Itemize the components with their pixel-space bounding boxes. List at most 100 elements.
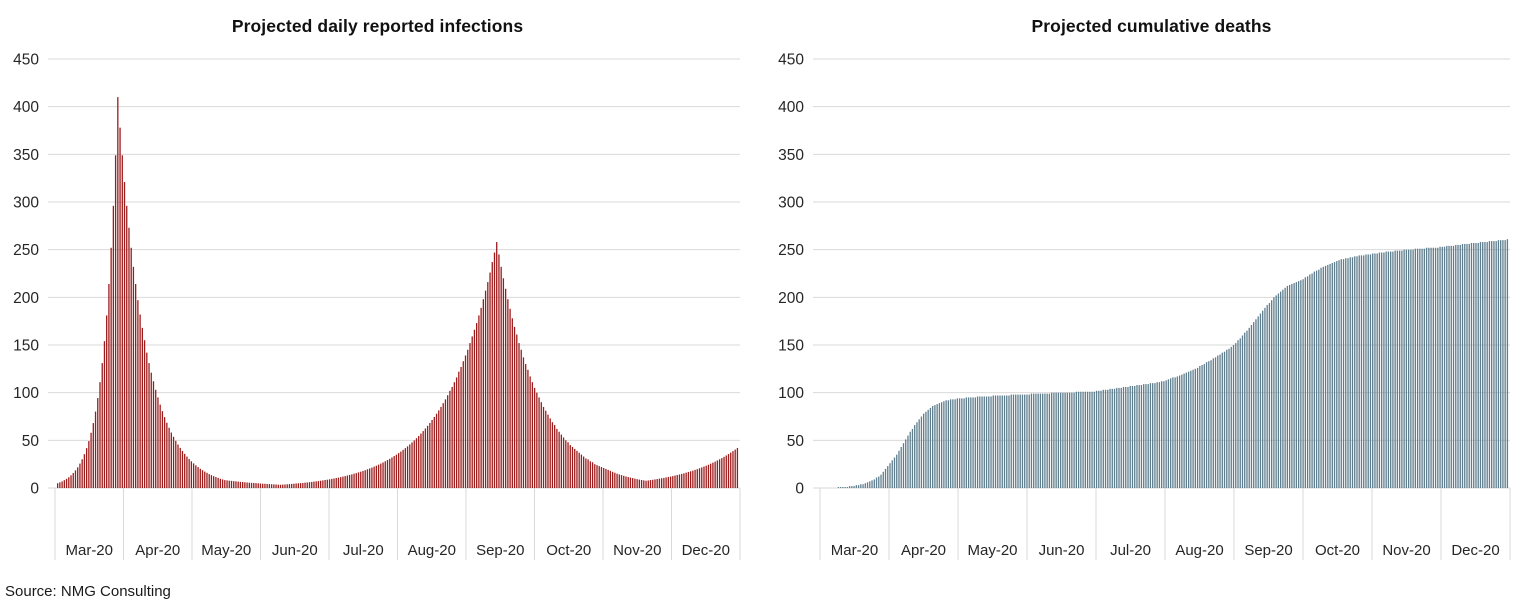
bar (672, 476, 674, 488)
bar (199, 468, 201, 488)
bar (1131, 385, 1134, 488)
bar (1190, 370, 1192, 488)
bar (264, 483, 266, 488)
bar (190, 461, 193, 488)
bar (489, 272, 491, 488)
bar (1329, 263, 1331, 488)
bar (952, 399, 954, 488)
bar (1082, 391, 1084, 488)
bar (237, 481, 239, 488)
bar (230, 480, 233, 488)
bar (435, 413, 438, 488)
bar (902, 443, 905, 488)
bar (1138, 385, 1140, 488)
bar (687, 471, 690, 488)
bar (1021, 394, 1024, 488)
bar (1387, 251, 1390, 488)
bar (967, 397, 970, 488)
bar (92, 423, 94, 488)
bar (1019, 394, 1021, 488)
bar (1125, 386, 1127, 488)
bar (1423, 248, 1425, 488)
x-axis-tick-label: Jul-20 (1110, 542, 1151, 559)
bar (253, 482, 255, 488)
bar (386, 460, 389, 488)
bar (1035, 393, 1037, 488)
bar (166, 422, 168, 488)
bar (255, 483, 257, 488)
bar (1196, 367, 1199, 488)
bar (1302, 279, 1304, 488)
bar (1300, 280, 1302, 488)
bar (898, 450, 900, 488)
bar (159, 404, 161, 488)
bar (1448, 245, 1450, 488)
bar (313, 481, 315, 488)
bar (288, 484, 291, 488)
bar (315, 481, 317, 488)
bar (976, 396, 979, 488)
bar (851, 486, 853, 488)
bar (384, 461, 386, 488)
bar (1315, 270, 1318, 488)
bar (353, 473, 355, 488)
bar (567, 442, 569, 488)
bar (1347, 258, 1349, 488)
bar (88, 441, 90, 488)
bar (119, 127, 121, 488)
bar (907, 435, 909, 488)
bar (970, 397, 972, 488)
bar (498, 254, 500, 488)
bar (1365, 254, 1367, 488)
bar (455, 377, 458, 488)
bar (663, 477, 665, 488)
bar (424, 428, 427, 488)
bar (333, 478, 335, 488)
bar (974, 397, 976, 488)
bar (1129, 385, 1131, 488)
bar (94, 411, 97, 488)
bar (609, 470, 612, 488)
bar (175, 440, 177, 488)
bar (1163, 381, 1165, 488)
bar (569, 445, 571, 488)
y-axis-tick-label: 100 (778, 385, 804, 402)
bar (1223, 351, 1226, 488)
bar (1493, 241, 1495, 488)
bar (1084, 391, 1086, 488)
bar (896, 454, 898, 488)
bar (1372, 253, 1374, 488)
bar (685, 472, 687, 488)
bar (721, 458, 723, 488)
bar (611, 471, 614, 488)
bar (1075, 391, 1077, 488)
bar (943, 401, 945, 488)
bar (603, 467, 605, 488)
bar (1351, 257, 1354, 488)
bar (163, 417, 166, 488)
bar (710, 463, 712, 488)
bar (1336, 261, 1338, 488)
bar (155, 389, 157, 488)
bar (297, 483, 300, 488)
bar (707, 464, 710, 488)
bar (302, 482, 304, 488)
bar (246, 482, 248, 488)
bar (938, 403, 941, 488)
bar (1201, 365, 1203, 488)
bar (844, 487, 846, 488)
bar (286, 484, 288, 488)
bar (625, 476, 627, 488)
bar (1158, 382, 1161, 488)
bar (1167, 379, 1170, 488)
bar (1356, 256, 1358, 488)
bar (1488, 241, 1491, 488)
bar (364, 470, 366, 488)
bar (426, 425, 429, 488)
bar (324, 479, 326, 488)
bar (634, 478, 636, 488)
bar (1452, 245, 1455, 488)
bar (887, 466, 889, 488)
bar (268, 484, 271, 488)
bar (1396, 250, 1399, 488)
